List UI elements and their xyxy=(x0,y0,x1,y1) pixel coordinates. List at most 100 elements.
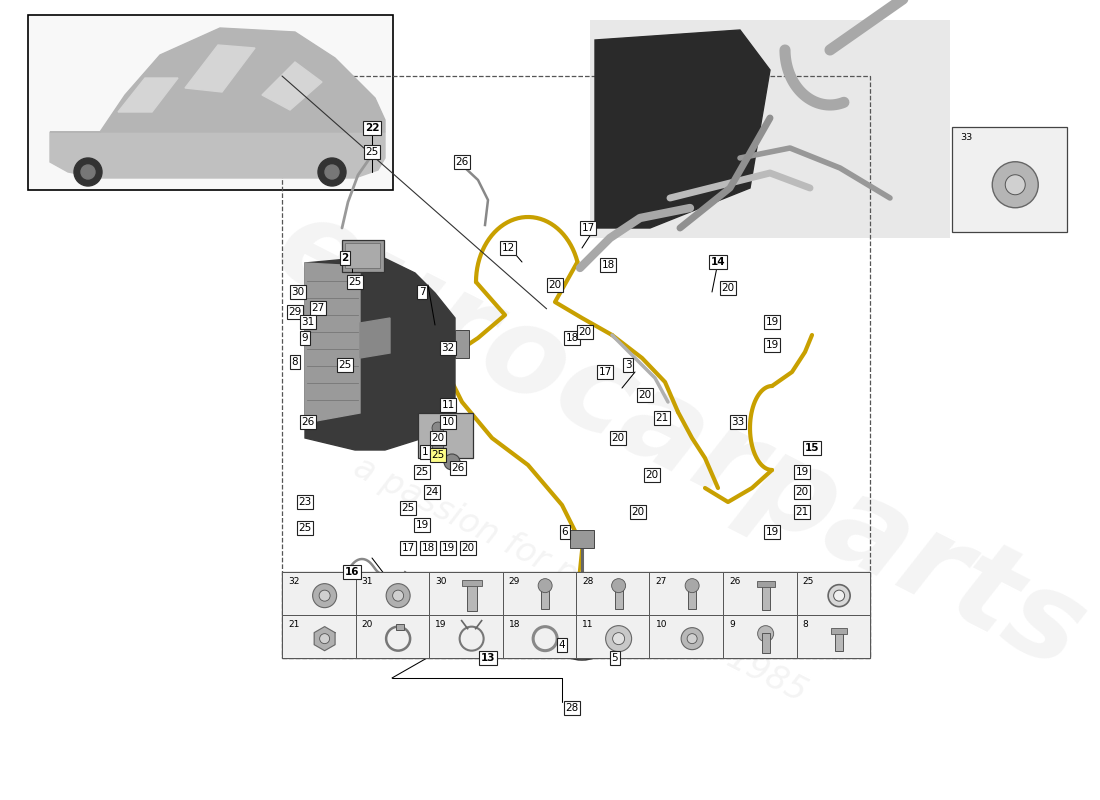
Bar xyxy=(541,586,549,609)
Text: 20: 20 xyxy=(795,487,808,497)
Text: 28: 28 xyxy=(565,703,579,713)
Text: 30: 30 xyxy=(292,287,305,297)
Text: 25: 25 xyxy=(349,277,362,287)
Polygon shape xyxy=(118,78,178,112)
Text: eurocarparts: eurocarparts xyxy=(256,186,1100,694)
Text: 27: 27 xyxy=(656,577,667,586)
Text: 27: 27 xyxy=(311,303,324,313)
Text: 22: 22 xyxy=(365,123,380,133)
Text: 20: 20 xyxy=(646,470,659,480)
Bar xyxy=(396,624,404,630)
Text: 20: 20 xyxy=(431,433,444,443)
Polygon shape xyxy=(50,28,385,132)
Bar xyxy=(418,413,473,458)
Text: 29: 29 xyxy=(508,577,520,586)
Bar xyxy=(796,572,870,615)
Bar xyxy=(462,580,482,586)
Text: 20: 20 xyxy=(549,280,562,290)
Circle shape xyxy=(828,585,850,606)
Text: 28: 28 xyxy=(582,577,593,586)
Text: 25: 25 xyxy=(298,523,311,533)
Text: 21: 21 xyxy=(656,413,669,423)
Bar xyxy=(355,615,429,658)
Bar xyxy=(615,586,623,609)
Text: 19: 19 xyxy=(416,520,429,530)
Polygon shape xyxy=(262,62,322,110)
Text: 25: 25 xyxy=(431,450,444,460)
Text: 9: 9 xyxy=(729,620,735,629)
Text: 14: 14 xyxy=(711,257,725,267)
Bar xyxy=(466,582,476,610)
Text: 20: 20 xyxy=(612,433,625,443)
Text: 30: 30 xyxy=(434,577,447,586)
Text: 19: 19 xyxy=(795,467,808,477)
Bar xyxy=(28,15,393,190)
Text: 25: 25 xyxy=(416,467,429,477)
Circle shape xyxy=(1005,174,1025,194)
Circle shape xyxy=(992,162,1038,208)
Text: 5: 5 xyxy=(612,653,618,663)
Bar xyxy=(832,628,847,634)
Text: 20: 20 xyxy=(579,327,592,337)
Bar xyxy=(576,615,649,658)
Text: a passion for parts since 1985: a passion for parts since 1985 xyxy=(348,451,812,709)
Text: 29: 29 xyxy=(288,307,301,317)
Text: 26: 26 xyxy=(729,577,740,586)
Circle shape xyxy=(393,590,404,601)
Bar xyxy=(282,76,870,658)
Text: 12: 12 xyxy=(502,243,515,253)
Text: 16: 16 xyxy=(344,567,360,577)
Circle shape xyxy=(81,165,95,179)
Text: 25: 25 xyxy=(803,577,814,586)
Circle shape xyxy=(74,158,102,186)
Text: 1: 1 xyxy=(421,447,428,457)
Text: 20: 20 xyxy=(461,543,474,553)
Text: 8: 8 xyxy=(803,620,808,629)
Text: 20: 20 xyxy=(638,390,651,400)
Bar xyxy=(723,572,796,615)
Bar xyxy=(455,330,469,358)
Circle shape xyxy=(312,584,337,608)
Text: 20: 20 xyxy=(631,507,645,517)
Bar xyxy=(649,615,723,658)
Text: 19: 19 xyxy=(766,317,779,327)
Text: 11: 11 xyxy=(441,400,454,410)
Bar xyxy=(590,20,950,238)
Bar xyxy=(429,615,503,658)
Circle shape xyxy=(318,158,346,186)
Text: 32: 32 xyxy=(288,577,299,586)
Text: 26: 26 xyxy=(301,417,315,427)
Text: 19: 19 xyxy=(766,340,779,350)
Bar xyxy=(576,572,649,615)
Bar xyxy=(835,630,843,650)
Polygon shape xyxy=(50,132,385,178)
Circle shape xyxy=(685,578,700,593)
Bar xyxy=(503,572,576,615)
Bar xyxy=(342,240,384,272)
Circle shape xyxy=(444,454,460,470)
Text: 11: 11 xyxy=(582,620,594,629)
Text: 18: 18 xyxy=(508,620,520,629)
Bar xyxy=(503,615,576,658)
Circle shape xyxy=(562,602,602,642)
Bar xyxy=(570,530,594,548)
Text: 19: 19 xyxy=(766,527,779,537)
Bar xyxy=(689,586,696,609)
Text: 31: 31 xyxy=(362,577,373,586)
Circle shape xyxy=(544,584,620,660)
Bar xyxy=(796,615,870,658)
Circle shape xyxy=(386,584,410,608)
Text: 25: 25 xyxy=(402,503,415,513)
Polygon shape xyxy=(185,45,255,92)
Text: 6: 6 xyxy=(562,527,569,537)
Polygon shape xyxy=(305,263,360,423)
Text: 13: 13 xyxy=(481,653,495,663)
Polygon shape xyxy=(305,256,455,450)
Text: 18: 18 xyxy=(565,333,579,343)
Text: 20: 20 xyxy=(722,283,735,293)
Bar xyxy=(282,572,870,658)
Text: 18: 18 xyxy=(421,543,434,553)
Text: 24: 24 xyxy=(426,487,439,497)
Bar xyxy=(282,572,355,615)
Circle shape xyxy=(432,439,444,451)
